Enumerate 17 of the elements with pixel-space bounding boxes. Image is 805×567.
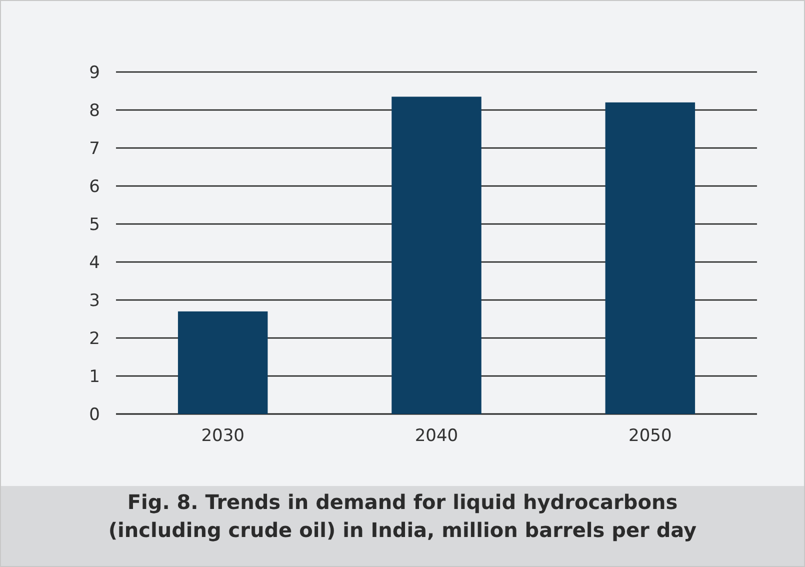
x-tick-label: 2030 — [201, 426, 244, 446]
bar — [605, 102, 696, 414]
y-tick-label: 5 — [89, 214, 100, 235]
y-tick-label: 0 — [89, 404, 100, 425]
y-tick-label: 2 — [89, 328, 100, 349]
text: Fig. 8. Trends in demand for liquid hydrocarbons (including crude oil) in India, million barrels per day — [108, 490, 697, 542]
y-tick-label: 8 — [89, 100, 100, 121]
y-tick-label: 6 — [89, 176, 100, 197]
bar — [392, 96, 482, 414]
y-tick-label: 9 — [89, 62, 100, 83]
y-tick-label: 4 — [89, 252, 100, 273]
x-tick-label: 2040 — [414, 426, 458, 446]
y-tick-label: 7 — [89, 138, 100, 159]
x-tick-label: 2050 — [628, 426, 672, 446]
bar — [178, 311, 268, 414]
y-tick-label: 1 — [89, 366, 100, 387]
y-tick-label: 3 — [89, 290, 100, 311]
